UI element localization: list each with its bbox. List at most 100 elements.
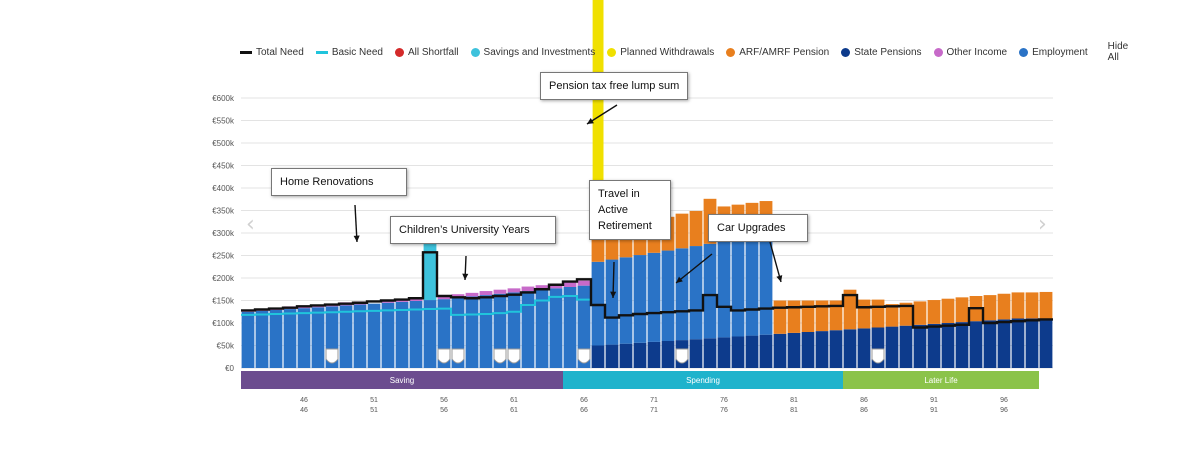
bar-employment: [689, 246, 703, 340]
y-tick-label: €200k: [212, 274, 235, 283]
bar-state-pensions: [703, 338, 717, 368]
legend-item-arf-amrf-pension[interactable]: ARF/AMRF Pension: [726, 47, 829, 58]
basic-need-line: [241, 295, 591, 316]
bar-other-income: [479, 291, 493, 296]
legend-label: Total Need: [256, 46, 304, 58]
y-tick-label: €100k: [212, 319, 235, 328]
bar-arf-amrf-pension: [983, 295, 997, 321]
bar-employment: [311, 307, 325, 368]
legend-item-total-need[interactable]: Total Need: [240, 47, 304, 58]
bar-state-pensions: [941, 323, 955, 368]
event-marker-icon: [325, 348, 339, 364]
phase-band: [843, 371, 1039, 389]
bar-employment: [535, 289, 549, 368]
bar-employment: [339, 305, 353, 368]
x-tick-label: 56: [440, 407, 448, 414]
legend-swatch: [726, 47, 736, 57]
bar-arf-amrf-pension: [787, 300, 801, 333]
bar-employment: [745, 237, 759, 336]
chevron-right-icon[interactable]: ›: [1038, 212, 1047, 237]
bar-employment: [423, 300, 437, 368]
annotation-home-renovations: Home Renovations: [271, 168, 407, 196]
bar-arf-amrf-pension: [675, 213, 689, 249]
bar-other-income: [563, 282, 577, 287]
annotation-travel-line3: Retirement: [598, 220, 652, 232]
bar-employment: [619, 257, 633, 344]
bar-employment: [633, 255, 647, 343]
arrowhead-icon: [353, 235, 360, 242]
x-tick-label: 91: [930, 397, 938, 404]
x-tick-label: 61: [510, 407, 518, 414]
x-tick-label: 71: [650, 397, 658, 404]
bar-arf-amrf-pension: [997, 293, 1011, 320]
bar-employment: [549, 288, 563, 368]
x-tick-label: 76: [720, 397, 728, 404]
x-tick-label: 86: [860, 407, 868, 414]
legend-label: Basic Need: [331, 46, 383, 58]
bar-state-pensions: [913, 324, 927, 368]
bar-arf-amrf-pension: [857, 299, 871, 329]
bar-arf-amrf-pension: [815, 300, 829, 332]
bar-state-pensions: [899, 325, 913, 368]
bar-other-income: [507, 288, 521, 293]
bar-employment: [395, 301, 409, 368]
bar-arf-amrf-pension: [1039, 291, 1053, 319]
legend-item-employment[interactable]: Employment: [1019, 47, 1088, 58]
bar-employment: [479, 295, 493, 368]
bar-arf-amrf-pension: [871, 299, 885, 328]
bar-state-pensions: [605, 344, 619, 368]
bar-employment: [591, 261, 605, 346]
annotation-travel-line2: Active: [598, 204, 628, 216]
x-tick-label: 96: [1000, 407, 1008, 414]
y-tick-label: €150k: [212, 297, 235, 306]
bar-employment: [577, 285, 591, 368]
bar-arf-amrf-pension: [941, 298, 955, 323]
y-tick-label: €50k: [217, 342, 235, 351]
y-tick-label: €250k: [212, 252, 235, 261]
bar-state-pensions: [815, 331, 829, 368]
bar-state-pensions: [1039, 318, 1053, 368]
bar-state-pensions: [843, 329, 857, 368]
arrowhead-icon: [587, 118, 594, 124]
event-marker-icon: [437, 348, 451, 364]
bar-other-income: [493, 289, 507, 294]
bar-arf-amrf-pension: [773, 300, 787, 334]
bar-employment: [381, 302, 395, 368]
legend-swatch: [933, 47, 943, 57]
bar-state-pensions: [689, 339, 703, 368]
x-tick-label: 81: [790, 407, 798, 414]
bar-employment: [675, 248, 689, 341]
bar-state-pensions: [829, 330, 843, 368]
y-tick-label: €550k: [212, 117, 235, 126]
legend-item-basic-need[interactable]: Basic Need: [315, 46, 383, 58]
legend-item-other-income[interactable]: Other Income: [933, 47, 1007, 58]
hide-all-button[interactable]: Hide All: [1107, 41, 1129, 63]
event-marker-icon: [577, 348, 591, 364]
event-marker-icon: [675, 348, 689, 364]
legend-swatch: [240, 50, 252, 54]
bar-state-pensions: [969, 321, 983, 368]
annotation-pension-lump-sum: Pension tax free lump sum: [540, 72, 689, 100]
bar-employment: [283, 309, 297, 368]
legend-item-planned-withdrawals[interactable]: Planned Withdrawals: [607, 47, 714, 58]
x-tick-label: 91: [930, 407, 938, 414]
x-tick-label: 56: [440, 397, 448, 404]
bar-state-pensions: [1025, 318, 1039, 368]
annotation-arrow: [675, 253, 713, 284]
bar-state-pensions: [591, 345, 605, 368]
x-tick-label: 76: [720, 407, 728, 414]
x-tick-label: 81: [790, 397, 798, 404]
y-tick-label: €450k: [212, 162, 235, 171]
legend-item-all-shortfall[interactable]: All Shortfall: [394, 46, 459, 58]
bar-state-pensions: [983, 320, 997, 368]
chevron-left-icon[interactable]: ‹: [246, 212, 255, 237]
legend-label: All Shortfall: [407, 46, 459, 58]
x-tick-label: 51: [370, 407, 378, 414]
total-need-line: [241, 251, 1053, 329]
event-marker-icon: [507, 348, 521, 364]
legend-item-state-pensions[interactable]: State Pensions: [841, 47, 922, 58]
annotation-travel-active-retirement: Travel in Active Retirement: [589, 180, 671, 240]
bar-savings-and-investments: [423, 243, 437, 301]
bar-arf-amrf-pension: [1025, 292, 1039, 319]
legend-item-savings-and-investments[interactable]: Savings and Investments: [470, 47, 595, 58]
